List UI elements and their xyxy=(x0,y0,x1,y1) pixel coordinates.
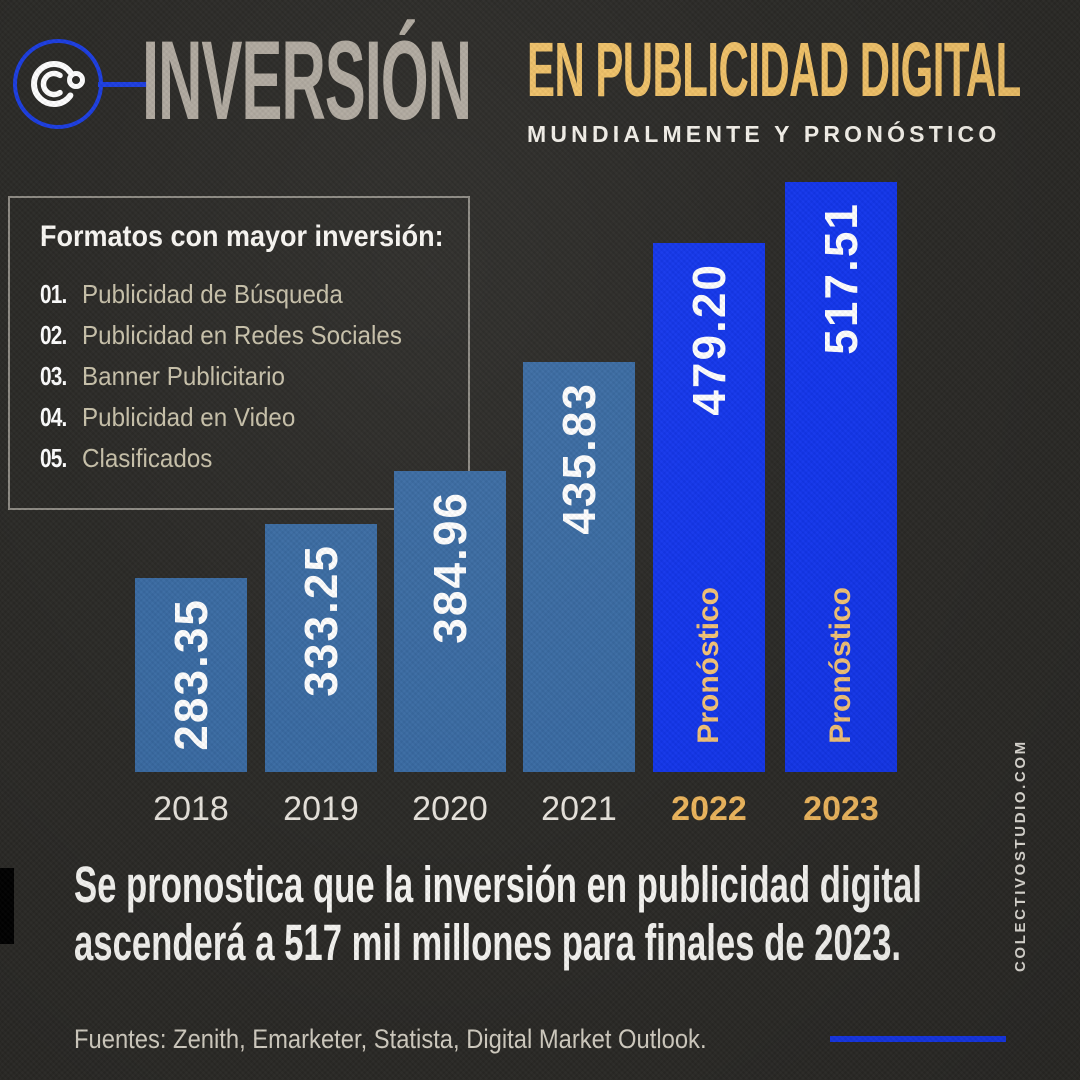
year-label-2021: 2021 xyxy=(541,790,617,828)
format-item-2: 02. Publicidad en Redes Sociales xyxy=(40,315,426,356)
format-item-label: Banner Publicitario xyxy=(82,361,286,391)
format-item-number: 01. xyxy=(40,279,67,309)
format-item-4: 04. Publicidad en Video xyxy=(40,397,426,438)
year-label-2019: 2019 xyxy=(283,790,359,828)
logo-connector-line xyxy=(98,82,152,87)
year-label-2018: 2018 xyxy=(153,790,229,828)
format-item-1: 01. Publicidad de Búsqueda xyxy=(40,274,426,315)
page-subtitle: EN PUBLICIDAD DIGITAL xyxy=(527,27,1021,113)
sources-text: Fuentes: Zenith, Emarketer, Statista, Di… xyxy=(74,1024,707,1054)
left-edge-black-mark xyxy=(0,868,14,944)
bar-value-2018: 283.35 xyxy=(165,598,217,751)
forecast-statement-line2: ascenderá a 517 mil millones para finale… xyxy=(74,913,901,971)
footer-accent-line xyxy=(830,1036,1006,1042)
header-right-block: EN PUBLICIDAD DIGITAL MUNDIALMENTE Y PRO… xyxy=(527,27,1080,148)
bar-value-2021: 435.83 xyxy=(553,382,605,535)
forecast-statement: Se pronostica que la inversión en public… xyxy=(74,856,922,971)
format-item-label: Publicidad de Búsqueda xyxy=(82,279,343,309)
page-tagline: MUNDIALMENTE Y PRONÓSTICO xyxy=(527,121,1001,148)
website-vertical-text: COLECTIVOSTUDIO.COM xyxy=(1012,739,1029,972)
bar-2023: 517.51 Pronóstico xyxy=(785,182,897,772)
year-label-2023: 2023 xyxy=(803,790,879,828)
year-label-2022: 2022 xyxy=(671,790,747,828)
forecast-statement-line1: Se pronostica que la inversión en public… xyxy=(74,856,922,913)
year-label-2020: 2020 xyxy=(412,790,488,828)
formats-box: Formatos con mayor inversión: 01. Publici… xyxy=(8,196,470,510)
format-item-label: Publicidad en Video xyxy=(82,402,296,432)
bar-value-2023: 517.51 xyxy=(815,202,867,355)
bar-2019: 333.25 xyxy=(265,524,377,772)
format-item-number: 05. xyxy=(40,443,67,473)
format-item-3: 03. Banner Publicitario xyxy=(40,356,426,397)
format-item-label: Clasificados xyxy=(82,443,213,473)
page-title: INVERSIÓN xyxy=(142,18,472,143)
bar-value-2022: 479.20 xyxy=(683,263,735,416)
format-item-5: 05. Clasificados xyxy=(40,438,426,479)
bar-forecast-label-2022: Pronóstico xyxy=(692,587,725,744)
format-item-number: 03. xyxy=(40,361,67,391)
format-item-number: 02. xyxy=(40,320,67,350)
format-item-number: 04. xyxy=(40,402,67,432)
bar-2021: 435.83 xyxy=(523,362,635,772)
formats-heading: Formatos con mayor inversión: xyxy=(40,220,444,253)
bar-value-2019: 333.25 xyxy=(295,544,347,697)
bar-2018: 283.35 xyxy=(135,578,247,772)
bar-2022: 479.20 Pronóstico xyxy=(653,243,765,772)
bar-value-2020: 384.96 xyxy=(424,491,476,644)
format-item-label: Publicidad en Redes Sociales xyxy=(82,320,403,350)
formats-list: 01. Publicidad de Búsqueda 02. Publicidad e… xyxy=(40,274,426,479)
bar-forecast-label-2023: Pronóstico xyxy=(824,587,857,744)
bar-2020: 384.96 xyxy=(394,471,506,772)
